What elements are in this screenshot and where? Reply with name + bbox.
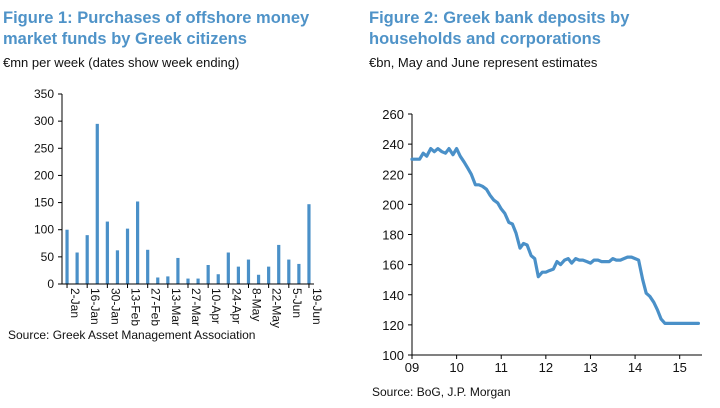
y-tick-label: 250 [34, 141, 54, 155]
x-tick-label: 27-Feb [149, 288, 163, 326]
x-tick-label: 24-Apr [229, 288, 243, 324]
bar [105, 221, 109, 284]
x-tick-label: 09 [405, 360, 419, 375]
x-tick-label: 13 [583, 360, 597, 375]
bar [95, 123, 99, 284]
bar [166, 276, 170, 284]
y-tick-label: 160 [382, 258, 404, 273]
y-tick-label: 140 [382, 288, 404, 303]
y-tick-label: 120 [382, 318, 404, 333]
bar [85, 235, 89, 284]
x-tick-label: 10 [449, 360, 463, 375]
x-tick-label: 10-Apr [209, 288, 223, 324]
x-tick-label: 2-Jan [68, 288, 82, 318]
x-tick-label: 8-May [249, 288, 263, 321]
deposits-series-line [410, 147, 700, 325]
x-tick-label: 19-Jun [310, 288, 324, 325]
y-tick-label: 300 [34, 114, 54, 128]
y-tick-label: 240 [382, 137, 404, 152]
figure-2-panel: Figure 2: Greek bank deposits by househo… [366, 0, 720, 408]
figure-2-source: Source: BoG, J.P. Morgan [372, 385, 511, 399]
bar [236, 266, 240, 284]
figure-1-bar-chart: 0 50 100 150 200 250 300 350 2-Jan 16-Jan 30-Jan 13… [34, 87, 324, 328]
y-tick-label: 150 [34, 196, 54, 210]
x-tick-label: 22-May [270, 288, 284, 328]
x-tick-label: 13-Feb [129, 288, 143, 326]
bar [277, 244, 281, 284]
figure-1-title: Figure 1: Purchases of offshore money ma… [3, 9, 310, 48]
y-tick-label: 200 [34, 168, 54, 182]
bar [256, 274, 261, 284]
x-tick-label: 15 [672, 360, 686, 375]
x-tick-label: 30-Jan [108, 288, 122, 325]
figure-2-title: Figure 2: Greek bank deposits by househo… [369, 9, 630, 48]
bar [75, 252, 79, 284]
bar [307, 204, 311, 284]
y-tick-label: 0 [47, 277, 54, 291]
bar [297, 263, 301, 284]
y-tick-label: 50 [41, 250, 55, 264]
x-tick-label: 27-Mar [189, 288, 203, 326]
y-tick-label: 260 [382, 107, 404, 122]
bar [176, 257, 180, 284]
y-tick-label: 180 [382, 228, 404, 243]
bar [267, 266, 271, 284]
bar [146, 249, 150, 284]
x-tick-label: 5-Jun [290, 288, 304, 318]
bar [206, 265, 210, 284]
bar [196, 278, 200, 284]
figure-1-panel: Figure 1: Purchases of offshore money ma… [3, 9, 324, 342]
bar [216, 274, 220, 284]
bar [186, 278, 190, 284]
bar [115, 250, 120, 284]
x-tick-label: 14 [628, 360, 642, 375]
bar [65, 229, 69, 284]
bar [246, 259, 251, 284]
y-tick-label: 100 [34, 223, 54, 237]
x-tick-label: 16-Jan [88, 288, 102, 325]
y-tick-label: 200 [382, 197, 404, 212]
x-tick-label: 12 [539, 360, 553, 375]
bar [156, 277, 160, 284]
x-tick-label: 11 [494, 360, 508, 375]
y-tick-label: 100 [382, 348, 404, 363]
figure-2-line-chart: 100 120 140 160 180 200 220 240 260 09 10 11 12 13 14 1… [382, 107, 702, 375]
x-tick-label: 13-Mar [169, 288, 183, 326]
y-tick-label: 350 [34, 87, 54, 101]
figure-1-source: Source: Greek Asset Management Associati… [8, 328, 256, 342]
figure-1-subtitle: €mn per week (dates show week ending) [3, 55, 240, 70]
bar [125, 228, 130, 284]
bar [287, 259, 291, 284]
figure-2-subtitle: €bn, May and June represent estimates [369, 55, 598, 70]
y-tick-label: 220 [382, 167, 404, 182]
bar [136, 201, 140, 284]
bar [226, 252, 230, 284]
